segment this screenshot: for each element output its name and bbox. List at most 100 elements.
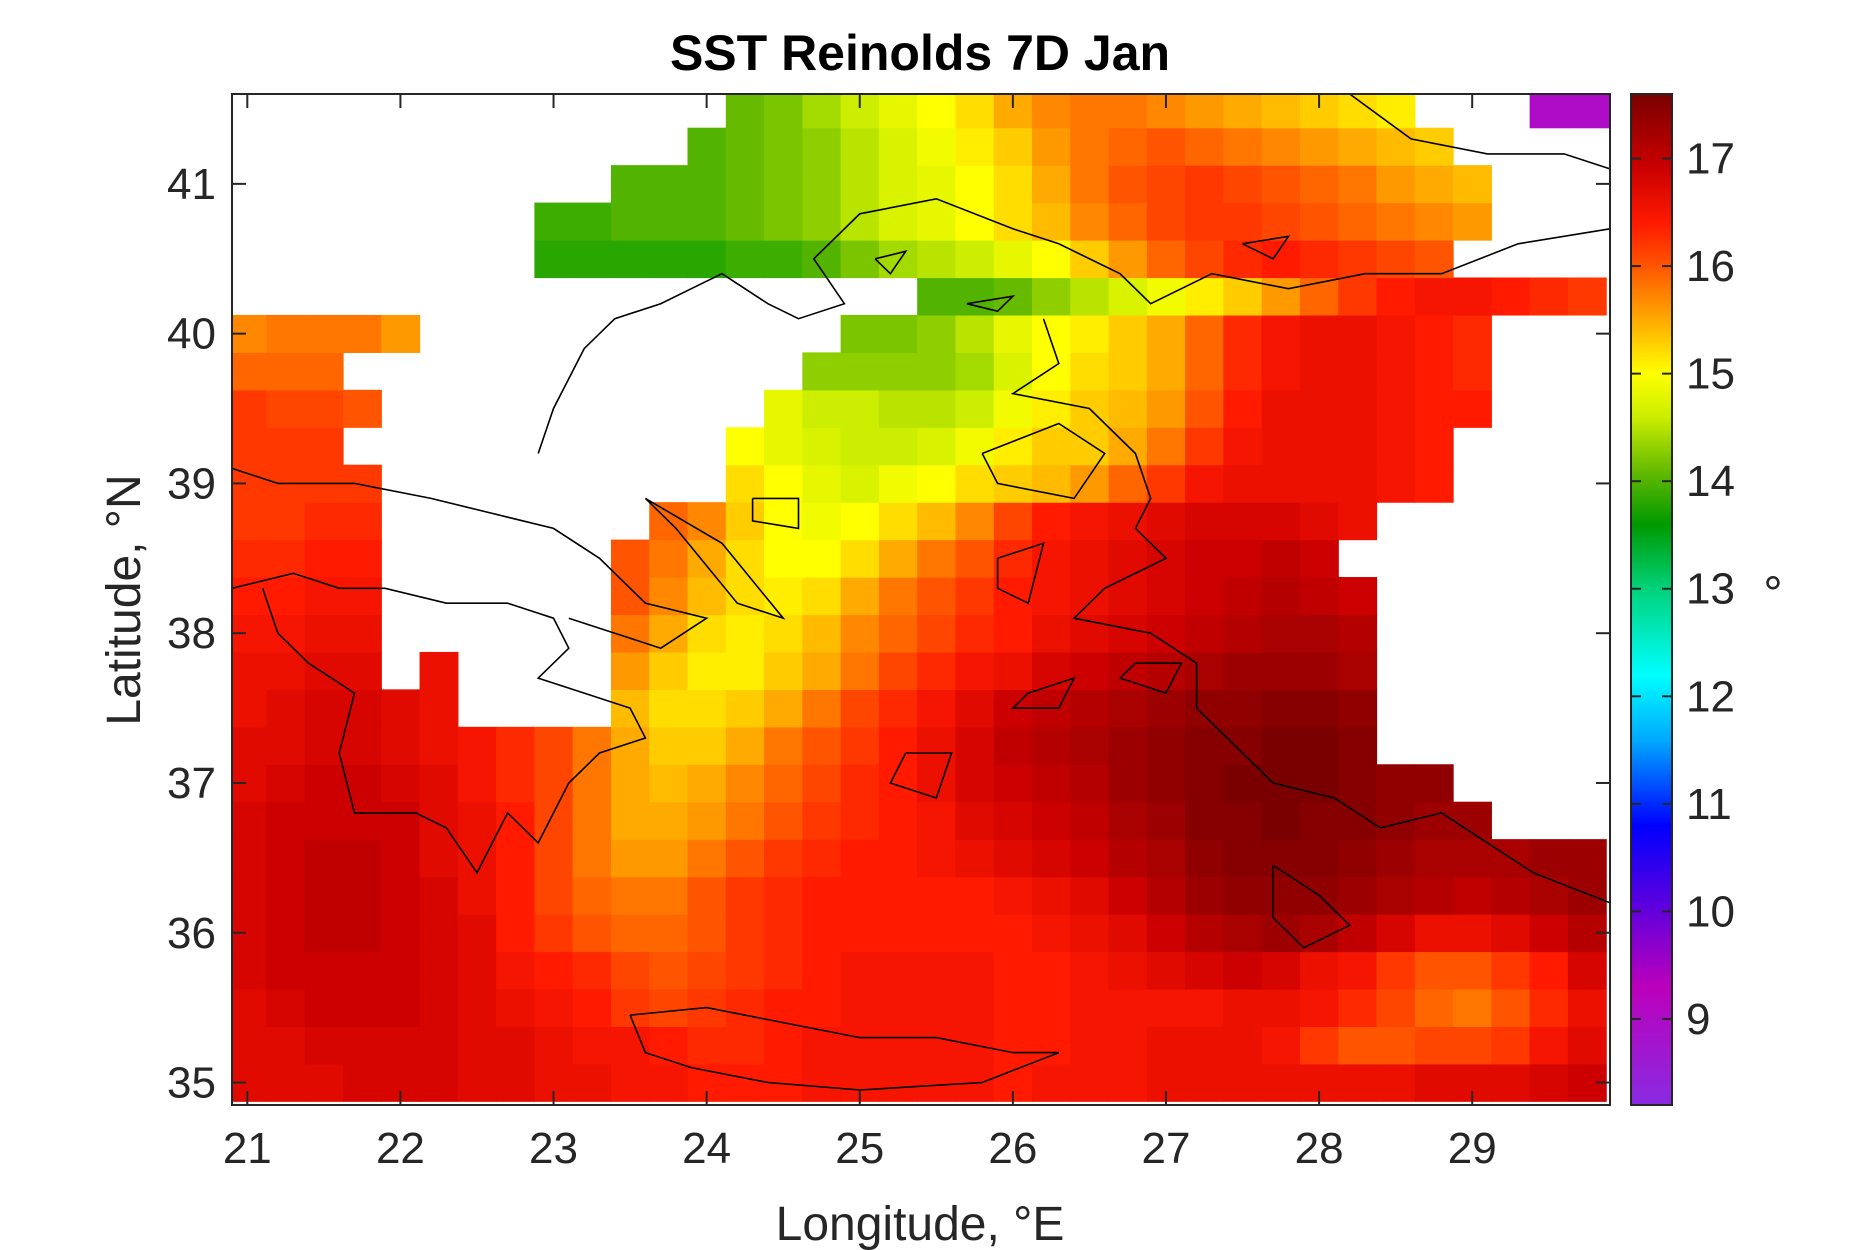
sst-cell xyxy=(1108,614,1148,653)
sst-cell xyxy=(802,689,842,728)
sst-cell xyxy=(1376,277,1416,316)
sst-cell xyxy=(1414,876,1454,915)
sst-cell xyxy=(649,202,689,241)
coastline xyxy=(231,467,709,650)
sst-cell xyxy=(610,202,650,241)
y-tick-label: 40 xyxy=(167,310,216,359)
sst-cell xyxy=(993,202,1033,241)
sst-cell xyxy=(878,464,918,503)
sst-cell xyxy=(878,352,918,391)
sst-cell xyxy=(304,651,344,690)
sst-cell xyxy=(1223,389,1263,428)
sst-cell xyxy=(266,764,306,803)
sst-cell xyxy=(687,876,727,915)
sst-cell xyxy=(1070,764,1110,803)
sst-cell xyxy=(1108,1026,1148,1065)
sst-cell xyxy=(1070,614,1110,653)
y-tick-label: 39 xyxy=(167,459,216,508)
sst-cell xyxy=(1261,1026,1301,1065)
sst-cell xyxy=(1261,801,1301,840)
sst-cell xyxy=(381,314,421,353)
x-tick-label: 29 xyxy=(1448,1124,1497,1173)
sst-cell xyxy=(343,314,382,353)
sst-cell xyxy=(802,726,842,765)
sst-cell xyxy=(572,202,612,241)
sst-cell xyxy=(878,876,918,915)
sst-cell xyxy=(1567,988,1607,1027)
sst-cell xyxy=(266,726,306,765)
sst-cell xyxy=(917,202,957,241)
sst-cell xyxy=(1146,464,1186,503)
sst-cell xyxy=(1261,389,1301,428)
sst-cell xyxy=(993,165,1033,204)
sst-cell xyxy=(1567,876,1607,915)
sst-cell xyxy=(1146,801,1186,840)
sst-cell xyxy=(419,726,459,765)
sst-cell xyxy=(1338,314,1378,353)
sst-cell xyxy=(955,240,995,279)
sst-cell xyxy=(610,165,650,204)
sst-cell xyxy=(1491,1026,1531,1065)
sst-cell xyxy=(1108,314,1148,353)
sst-cell xyxy=(1567,839,1607,878)
sst-cell xyxy=(878,801,918,840)
sst-cell xyxy=(266,914,306,953)
sst-cell xyxy=(1338,988,1378,1027)
sst-cell xyxy=(610,240,650,279)
sst-cell xyxy=(764,951,803,990)
sst-cell xyxy=(955,914,995,953)
sst-cell xyxy=(1299,1026,1339,1065)
sst-cell xyxy=(878,427,918,466)
sst-cell xyxy=(419,651,459,690)
sst-cell xyxy=(1146,614,1186,653)
sst-cell xyxy=(1376,314,1416,353)
sst-cell xyxy=(457,988,497,1027)
sst-cell xyxy=(1376,839,1416,878)
sst-cell xyxy=(1032,352,1071,391)
sst-cell xyxy=(1032,876,1071,915)
sst-cell xyxy=(1338,427,1378,466)
colorbar-tick-label: 15 xyxy=(1686,350,1735,399)
sst-cell xyxy=(1223,577,1263,616)
sst-cell xyxy=(725,127,765,166)
sst-cell xyxy=(725,614,765,653)
sst-cell xyxy=(1338,726,1378,765)
sst-cell xyxy=(266,614,306,653)
sst-cell xyxy=(1108,876,1148,915)
sst-cell xyxy=(917,1026,957,1065)
coastline xyxy=(889,752,953,800)
sst-cell xyxy=(1185,876,1224,915)
sst-cell xyxy=(1376,951,1416,990)
sst-cell xyxy=(955,94,995,129)
sst-cell xyxy=(1376,1063,1416,1102)
sst-cell xyxy=(917,914,957,953)
sst-cell xyxy=(687,614,727,653)
sst-cell xyxy=(993,314,1033,353)
sst-cell xyxy=(534,1026,574,1065)
sst-cell xyxy=(1223,165,1263,204)
sst-cell xyxy=(1185,914,1224,953)
sst-cell xyxy=(1338,502,1378,541)
sst-cell xyxy=(1414,389,1454,428)
sst-cell xyxy=(1108,764,1148,803)
sst-cell xyxy=(1453,277,1492,316)
sst-cell xyxy=(1299,951,1339,990)
sst-cell xyxy=(687,764,727,803)
y-tick-label: 38 xyxy=(167,609,216,658)
sst-cell xyxy=(1261,914,1301,953)
sst-cell xyxy=(1529,876,1569,915)
sst-cell xyxy=(1070,352,1110,391)
sst-cell xyxy=(687,951,727,990)
sst-cell xyxy=(687,577,727,616)
sst-cell xyxy=(1414,988,1454,1027)
sst-cell xyxy=(1032,502,1071,541)
sst-cell xyxy=(232,839,268,878)
sst-cell xyxy=(1453,202,1492,241)
sst-cell xyxy=(955,689,995,728)
sst-cell xyxy=(764,539,803,578)
sst-cell xyxy=(1261,539,1301,578)
sst-cell xyxy=(381,988,421,1027)
sst-cell xyxy=(802,502,842,541)
sst-cell xyxy=(343,1063,382,1102)
sst-cell xyxy=(610,876,650,915)
